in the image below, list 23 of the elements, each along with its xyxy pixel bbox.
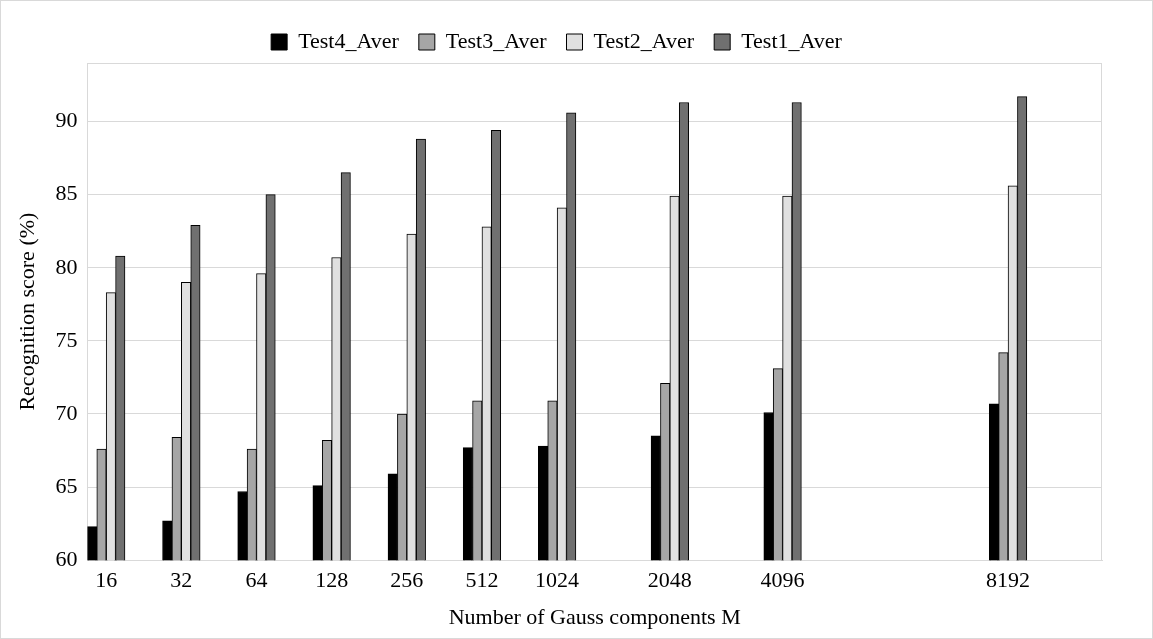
x-axis-title: Number of Gauss components M	[448, 603, 741, 629]
legend-label: Test1_Aver	[741, 27, 843, 53]
y-tick-label: 90	[55, 107, 78, 133]
x-tick-label: 256	[390, 567, 424, 593]
x-tick-label: 512	[465, 567, 499, 593]
legend-label: Test4_Aver	[298, 27, 400, 53]
y-tick-label: 80	[55, 253, 78, 279]
x-tick-label: 64	[245, 567, 268, 593]
x-tick-label: 2048	[647, 567, 692, 593]
y-tick-label: 75	[55, 326, 78, 352]
x-tick-label: 128	[315, 567, 349, 593]
x-tick-label: 32	[170, 567, 193, 593]
y-tick-label: 70	[55, 399, 78, 425]
x-tick-label: 8192	[986, 567, 1031, 593]
y-tick-label: 65	[55, 472, 78, 498]
legend-label: Test3_Aver	[445, 27, 548, 53]
legend-label: Test2_Aver	[593, 27, 695, 53]
x-tick-label: 4096	[760, 567, 805, 593]
y-tick-label: 85	[55, 180, 78, 206]
y-axis-title: Recognition score (%)	[13, 212, 39, 411]
y-tick-label: 60	[55, 545, 78, 571]
x-tick-label: 16	[95, 567, 118, 593]
x-tick-label: 1024	[535, 567, 580, 593]
